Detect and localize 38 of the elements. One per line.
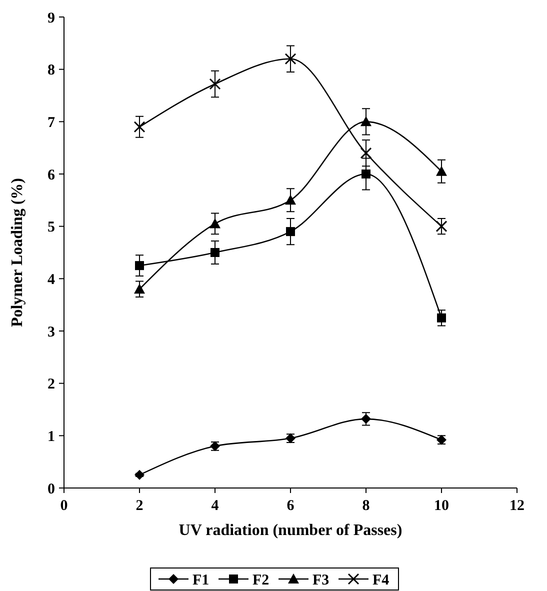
point — [135, 261, 144, 270]
point — [210, 248, 220, 257]
point — [436, 166, 447, 176]
point — [286, 227, 295, 236]
x-tick-label: 6 — [286, 498, 295, 514]
point — [285, 194, 296, 205]
legend-label: F3 — [312, 572, 330, 588]
y-tick-label: 7 — [48, 114, 56, 131]
point — [360, 116, 372, 126]
y-tick-label: 9 — [48, 10, 55, 26]
x-tick-label: 12 — [510, 498, 524, 514]
point — [134, 284, 145, 294]
y-tick-label: 5 — [48, 220, 55, 236]
y-tick-label: 3 — [48, 324, 55, 340]
x-tick-label: 0 — [60, 498, 68, 514]
point — [360, 147, 372, 159]
x-tick-label: 2 — [136, 498, 144, 514]
y-tick-label: 0 — [48, 481, 55, 498]
x-axis-title: UV radiation (number of Passes) — [178, 522, 402, 539]
point — [134, 121, 146, 133]
y-tick-label: 6 — [48, 167, 56, 184]
y-tick-label: 2 — [48, 376, 55, 393]
point — [209, 78, 221, 90]
x-tick-label: 8 — [362, 498, 370, 514]
point — [436, 220, 448, 232]
x-tick-label: 10 — [434, 498, 449, 514]
point — [362, 170, 370, 178]
legend-label: F2 — [252, 572, 270, 588]
y-axis-title: Polymer Loading (%) — [9, 178, 26, 328]
y-tick-label: 1 — [48, 428, 55, 445]
legend-label: F4 — [372, 572, 390, 588]
y-tick-label: 8 — [48, 62, 55, 79]
legend-label: F1 — [192, 572, 210, 588]
y-tick-label: 4 — [48, 272, 56, 288]
point — [210, 218, 220, 228]
point — [284, 53, 296, 65]
x-tick-label: 4 — [211, 498, 220, 514]
point — [437, 313, 446, 322]
